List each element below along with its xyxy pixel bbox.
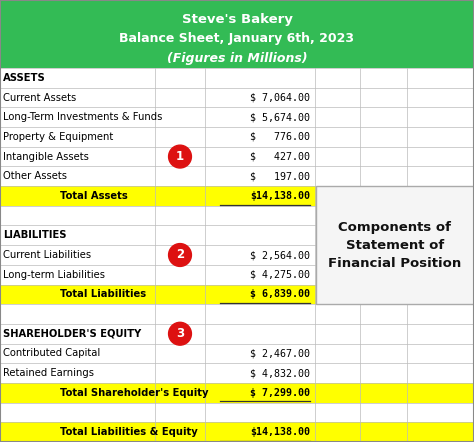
Circle shape: [169, 145, 191, 168]
Bar: [0, 68, 474, 88]
Text: $ 2,564.00: $ 2,564.00: [250, 250, 310, 260]
Bar: [0, 265, 474, 285]
Bar: [0, 403, 474, 422]
Text: Total Shareholder's Equity: Total Shareholder's Equity: [60, 388, 209, 398]
Bar: [0, 324, 474, 343]
Bar: [0, 363, 474, 383]
Bar: [0, 422, 474, 442]
Text: $ 7,064.00: $ 7,064.00: [250, 92, 310, 103]
Text: Long-term Liabilities: Long-term Liabilities: [3, 270, 105, 280]
Bar: [0, 0, 474, 68]
Text: ASSETS: ASSETS: [3, 73, 46, 83]
Text: Property & Equipment: Property & Equipment: [3, 132, 113, 142]
Text: Total Liabilities & Equity: Total Liabilities & Equity: [60, 427, 198, 437]
Bar: [0, 147, 474, 167]
Circle shape: [169, 322, 191, 345]
Bar: [0, 343, 474, 363]
Text: $14,138.00: $14,138.00: [250, 427, 310, 437]
Bar: [0, 245, 474, 265]
Text: Steve's Bakery: Steve's Bakery: [182, 12, 292, 26]
Text: Total Liabilities: Total Liabilities: [60, 290, 146, 299]
Text: Long-Term Investments & Funds: Long-Term Investments & Funds: [3, 112, 163, 122]
Text: $ 4,275.00: $ 4,275.00: [250, 270, 310, 280]
Text: $14,138.00: $14,138.00: [250, 191, 310, 201]
Text: Current Liabilities: Current Liabilities: [3, 250, 91, 260]
Text: $ 7,299.00: $ 7,299.00: [250, 388, 310, 398]
Bar: [0, 206, 474, 225]
Bar: [0, 383, 474, 403]
Text: $ 5,674.00: $ 5,674.00: [250, 112, 310, 122]
Circle shape: [169, 244, 191, 267]
Text: Components of
Statement of
Financial Position: Components of Statement of Financial Pos…: [328, 221, 462, 270]
Text: $ 2,467.00: $ 2,467.00: [250, 348, 310, 358]
Bar: [0, 107, 474, 127]
Text: $ 6,839.00: $ 6,839.00: [250, 290, 310, 299]
Text: Balance Sheet, January 6th, 2023: Balance Sheet, January 6th, 2023: [119, 31, 355, 45]
Text: 2: 2: [176, 248, 184, 262]
Text: $   427.00: $ 427.00: [250, 152, 310, 162]
Bar: [0, 186, 474, 206]
FancyBboxPatch shape: [316, 186, 474, 304]
Bar: [0, 285, 474, 304]
Bar: [0, 225, 474, 245]
Text: Total Assets: Total Assets: [60, 191, 128, 201]
Text: Intangible Assets: Intangible Assets: [3, 152, 89, 162]
Text: $   776.00: $ 776.00: [250, 132, 310, 142]
Text: Current Assets: Current Assets: [3, 92, 76, 103]
Text: Contributed Capital: Contributed Capital: [3, 348, 100, 358]
Text: Other Assets: Other Assets: [3, 171, 67, 181]
Text: 3: 3: [176, 327, 184, 340]
Text: $   197.00: $ 197.00: [250, 171, 310, 181]
Text: SHAREHOLDER'S EQUITY: SHAREHOLDER'S EQUITY: [3, 329, 141, 339]
Text: Retained Earnings: Retained Earnings: [3, 368, 94, 378]
Text: 1: 1: [176, 150, 184, 163]
Text: $ 4,832.00: $ 4,832.00: [250, 368, 310, 378]
Bar: [0, 304, 474, 324]
Bar: [0, 88, 474, 107]
Text: LIABILITIES: LIABILITIES: [3, 230, 66, 240]
Bar: [0, 127, 474, 147]
Bar: [0, 167, 474, 186]
Text: (Figures in Millions): (Figures in Millions): [167, 52, 307, 65]
